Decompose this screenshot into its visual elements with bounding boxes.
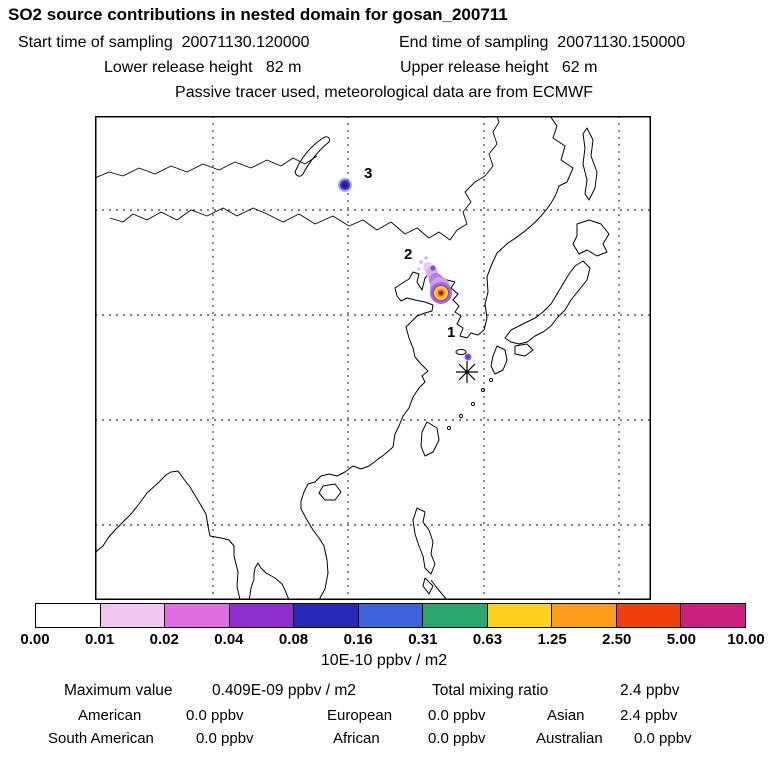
start-time-value: 20071130.120000 [181, 34, 310, 51]
colorbar-tick-label: 0.04 [214, 631, 244, 648]
contribution-region-african: African [333, 730, 380, 747]
coastline-asia-main [300, 116, 574, 600]
island-ryukyu-1 [446, 425, 452, 431]
total-mixing-ratio-label: Total mixing ratio [432, 682, 549, 699]
colorbar-units: 10E-10 ppbv / m2 [320, 652, 448, 669]
total-mixing-ratio-value: 2.4 ppbv [620, 682, 680, 699]
colorbar [35, 603, 746, 628]
colorbar-cell [680, 604, 746, 627]
colorbar-cell [228, 604, 294, 627]
upper-release-value: 62 m [561, 59, 598, 76]
contribution-value-european: 0.0 ppbv [428, 707, 486, 724]
island-palawan [430, 579, 448, 600]
island-kyushu [490, 345, 508, 375]
upper-release-label: Upper release height [400, 59, 549, 76]
start-time-line: Start time of sampling 20071130.120000 [18, 34, 309, 52]
contribution-value-african: 0.0 ppbv [428, 730, 486, 747]
spacer [253, 59, 266, 76]
lat-lon-grid [95, 116, 651, 600]
contribution-region-south-american: South American [48, 730, 154, 747]
colorbar-cell [422, 604, 487, 627]
map-svg: 1 2 3 [95, 116, 651, 600]
spacer [549, 59, 562, 76]
map-border [95, 116, 651, 600]
coastline-bay-of-bengal [95, 470, 241, 600]
contribution-value-south-american: 0.0 ppbv [196, 730, 254, 747]
colorbar-tick-label: 0.31 [408, 631, 438, 648]
island-philippines-small [422, 577, 434, 595]
island-luzon [412, 507, 436, 575]
colorbar-tick-label: 0.16 [343, 631, 373, 648]
end-time-line: End time of sampling 20071130.150000 [399, 34, 685, 52]
start-time-label: Start time of sampling [18, 34, 173, 51]
coastline-gulf-thailand [248, 562, 290, 600]
island-hokkaido [572, 219, 610, 257]
max-value-label: Maximum value [64, 682, 173, 699]
colorbar-tick-label: 0.01 [85, 631, 115, 648]
contribution-region-american: American [78, 707, 142, 724]
plume-source-2 [417, 256, 452, 304]
lake-baikal [294, 136, 330, 177]
page-title: SO2 source contributions in nested domai… [8, 5, 508, 24]
contribution-value-american: 0.0 ppbv [186, 707, 244, 724]
end-time-label: End time of sampling [399, 34, 549, 51]
island-taiwan [420, 421, 440, 457]
marker-label-1: 1 [447, 324, 455, 341]
spacer [173, 34, 182, 51]
map-plot: 1 2 3 [95, 116, 651, 600]
colorbar-cell [615, 604, 681, 627]
plume-source-3 [338, 178, 352, 192]
colorbar-tick-label: 1.25 [537, 631, 567, 648]
colorbar-cell [36, 604, 100, 627]
island-sakhalin [582, 127, 598, 201]
colorbar-tick-label: 5.00 [666, 631, 696, 648]
marker-label-2: 2 [404, 246, 412, 263]
marker-label-3: 3 [364, 165, 372, 182]
colorbar-cell [357, 604, 423, 627]
island-ryukyu-4 [480, 387, 486, 393]
colorbar-ticks: 0.00 0.01 0.02 0.04 0.08 0.16 0.31 0.63 1.25 2.50… [20, 631, 764, 649]
contribution-value-asian: 2.4 ppbv [620, 707, 678, 724]
colorbar-tick-label: 0.00 [20, 631, 50, 648]
island-hainan [318, 483, 342, 501]
border-mongolia-china [109, 116, 500, 241]
contribution-region-australian: Australian [536, 730, 603, 747]
contribution-value-australian: 0.0 ppbv [634, 730, 692, 747]
plume-source-1 [464, 353, 472, 361]
colorbar-tick-label: 0.02 [149, 631, 179, 648]
receptor-asterisk-icon [456, 361, 478, 383]
colorbar-tick-label: 0.08 [278, 631, 309, 648]
colorbar-cell [551, 604, 616, 627]
contribution-region-european: European [327, 707, 393, 724]
coastlines [95, 116, 610, 600]
colorbar-cell [486, 604, 552, 627]
lower-release-line: Lower release height 82 m [104, 59, 301, 77]
upper-release-line: Upper release height 62 m [400, 59, 597, 77]
spacer [548, 34, 557, 51]
island-jeju [455, 349, 467, 355]
lower-release-label: Lower release height [104, 59, 253, 76]
border-russia-mongolia [95, 155, 318, 179]
colorbar-cell [99, 604, 165, 627]
island-ryukyu-5 [488, 377, 494, 383]
colorbar-tick-label: 2.50 [602, 631, 632, 648]
contribution-region-asian: Asian [547, 707, 585, 724]
max-value: 0.409E-09 ppbv / m2 [212, 682, 356, 699]
tracer-note: Passive tracer used, meteorological data… [175, 84, 593, 101]
colorbar-cell [293, 604, 358, 627]
colorbar-cell [164, 604, 229, 627]
colorbar-tick-label: 0.63 [472, 631, 503, 648]
lower-release-value: 82 m [265, 59, 302, 76]
island-shikoku [514, 343, 534, 357]
island-ryukyu-2 [458, 413, 464, 419]
end-time-value: 20071130.150000 [557, 34, 686, 51]
colorbar-tick-label: 10.00 [727, 631, 765, 648]
island-honshu [504, 260, 591, 345]
island-ryukyu-3 [470, 401, 476, 407]
